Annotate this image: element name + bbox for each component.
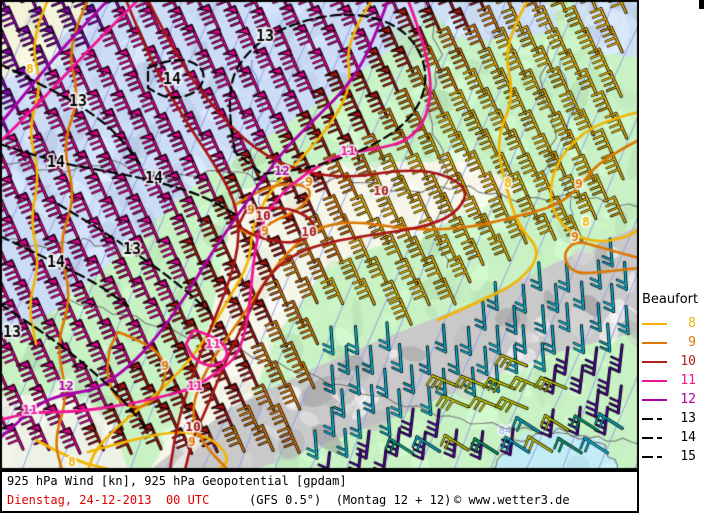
legend-line-swatch [642, 360, 667, 363]
legend-value: 13 [680, 411, 696, 426]
legend-value: 15 [680, 449, 696, 464]
footer-info-bar: 925 hPa Wind [kn], 925 hPa Geopotential … [0, 470, 639, 513]
map-title: 925 hPa Wind [kn], 925 hPa Geopotential … [7, 474, 347, 488]
legend-line-swatch [642, 398, 667, 401]
weather-map [0, 0, 639, 470]
legend-line-swatch [642, 322, 667, 325]
legend-entry: 8 [642, 314, 702, 333]
legend-value: 8 [688, 316, 696, 331]
legend-line-swatch [642, 436, 667, 439]
legend-line-swatch [642, 341, 667, 344]
beaufort-legend: Beaufort 8 9 10 11 12 13 14 15 [642, 292, 702, 466]
legend-entry: 12 [642, 390, 702, 409]
legend-entry: 15 [642, 447, 702, 466]
legend-entry: 13 [642, 409, 702, 428]
legend-value: 10 [680, 354, 696, 369]
corner-artifact [699, 0, 704, 9]
legend-entry: 10 [642, 352, 702, 371]
legend-line-swatch [642, 379, 667, 382]
legend-entries: 8 9 10 11 12 13 14 15 [642, 314, 702, 466]
legend-entry: 14 [642, 428, 702, 447]
legend-title: Beaufort [642, 292, 699, 307]
legend-entry: 9 [642, 333, 702, 352]
copyright: © www.wetter3.de [454, 493, 570, 507]
legend-line-swatch [642, 417, 667, 420]
legend-entry: 11 [642, 371, 702, 390]
legend-value: 12 [680, 392, 696, 407]
legend-value: 14 [680, 430, 696, 445]
model-run-info: (GFS 0.5°) (Montag 12 + 12) [249, 493, 452, 507]
legend-value: 11 [680, 373, 696, 388]
legend-line-swatch [642, 455, 667, 458]
legend-value: 9 [688, 335, 696, 350]
valid-datetime: Dienstag, 24-12-2013 00 UTC [7, 493, 210, 507]
